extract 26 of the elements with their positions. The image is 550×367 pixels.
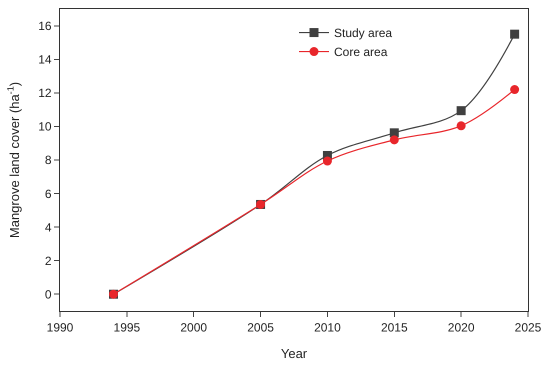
legend-label: Study area [334, 26, 392, 40]
x-tick-label: 2015 [380, 320, 408, 334]
y-tick-label: 16 [38, 18, 52, 33]
y-tick-label: 14 [38, 52, 52, 67]
point [456, 106, 466, 116]
point [510, 30, 520, 39]
point [322, 156, 332, 166]
x-tick-label: 2010 [314, 320, 342, 334]
x-tick-label: 2020 [448, 320, 475, 334]
y-tick-label: 6 [44, 186, 52, 201]
y-tick-label: 2 [44, 254, 52, 268]
point [456, 121, 466, 130]
point [510, 85, 520, 94]
x-tick-label: 2005 [247, 320, 274, 334]
y-tick-label: 10 [38, 120, 52, 134]
x-tick-label: 2025 [514, 320, 542, 334]
y-tick-label: 12 [38, 86, 52, 100]
x-tick-label: 1995 [114, 320, 141, 334]
x-tick-label: 2000 [180, 320, 208, 334]
legend-label: Core area [334, 45, 388, 60]
y-tick-label: 8 [44, 153, 52, 168]
x-tick-label: 1990 [46, 320, 74, 334]
x-axis-title: Year [280, 346, 308, 361]
y-tick-label: 0 [44, 287, 52, 302]
y-tick-label: 4 [44, 220, 52, 234]
point [390, 135, 399, 144]
